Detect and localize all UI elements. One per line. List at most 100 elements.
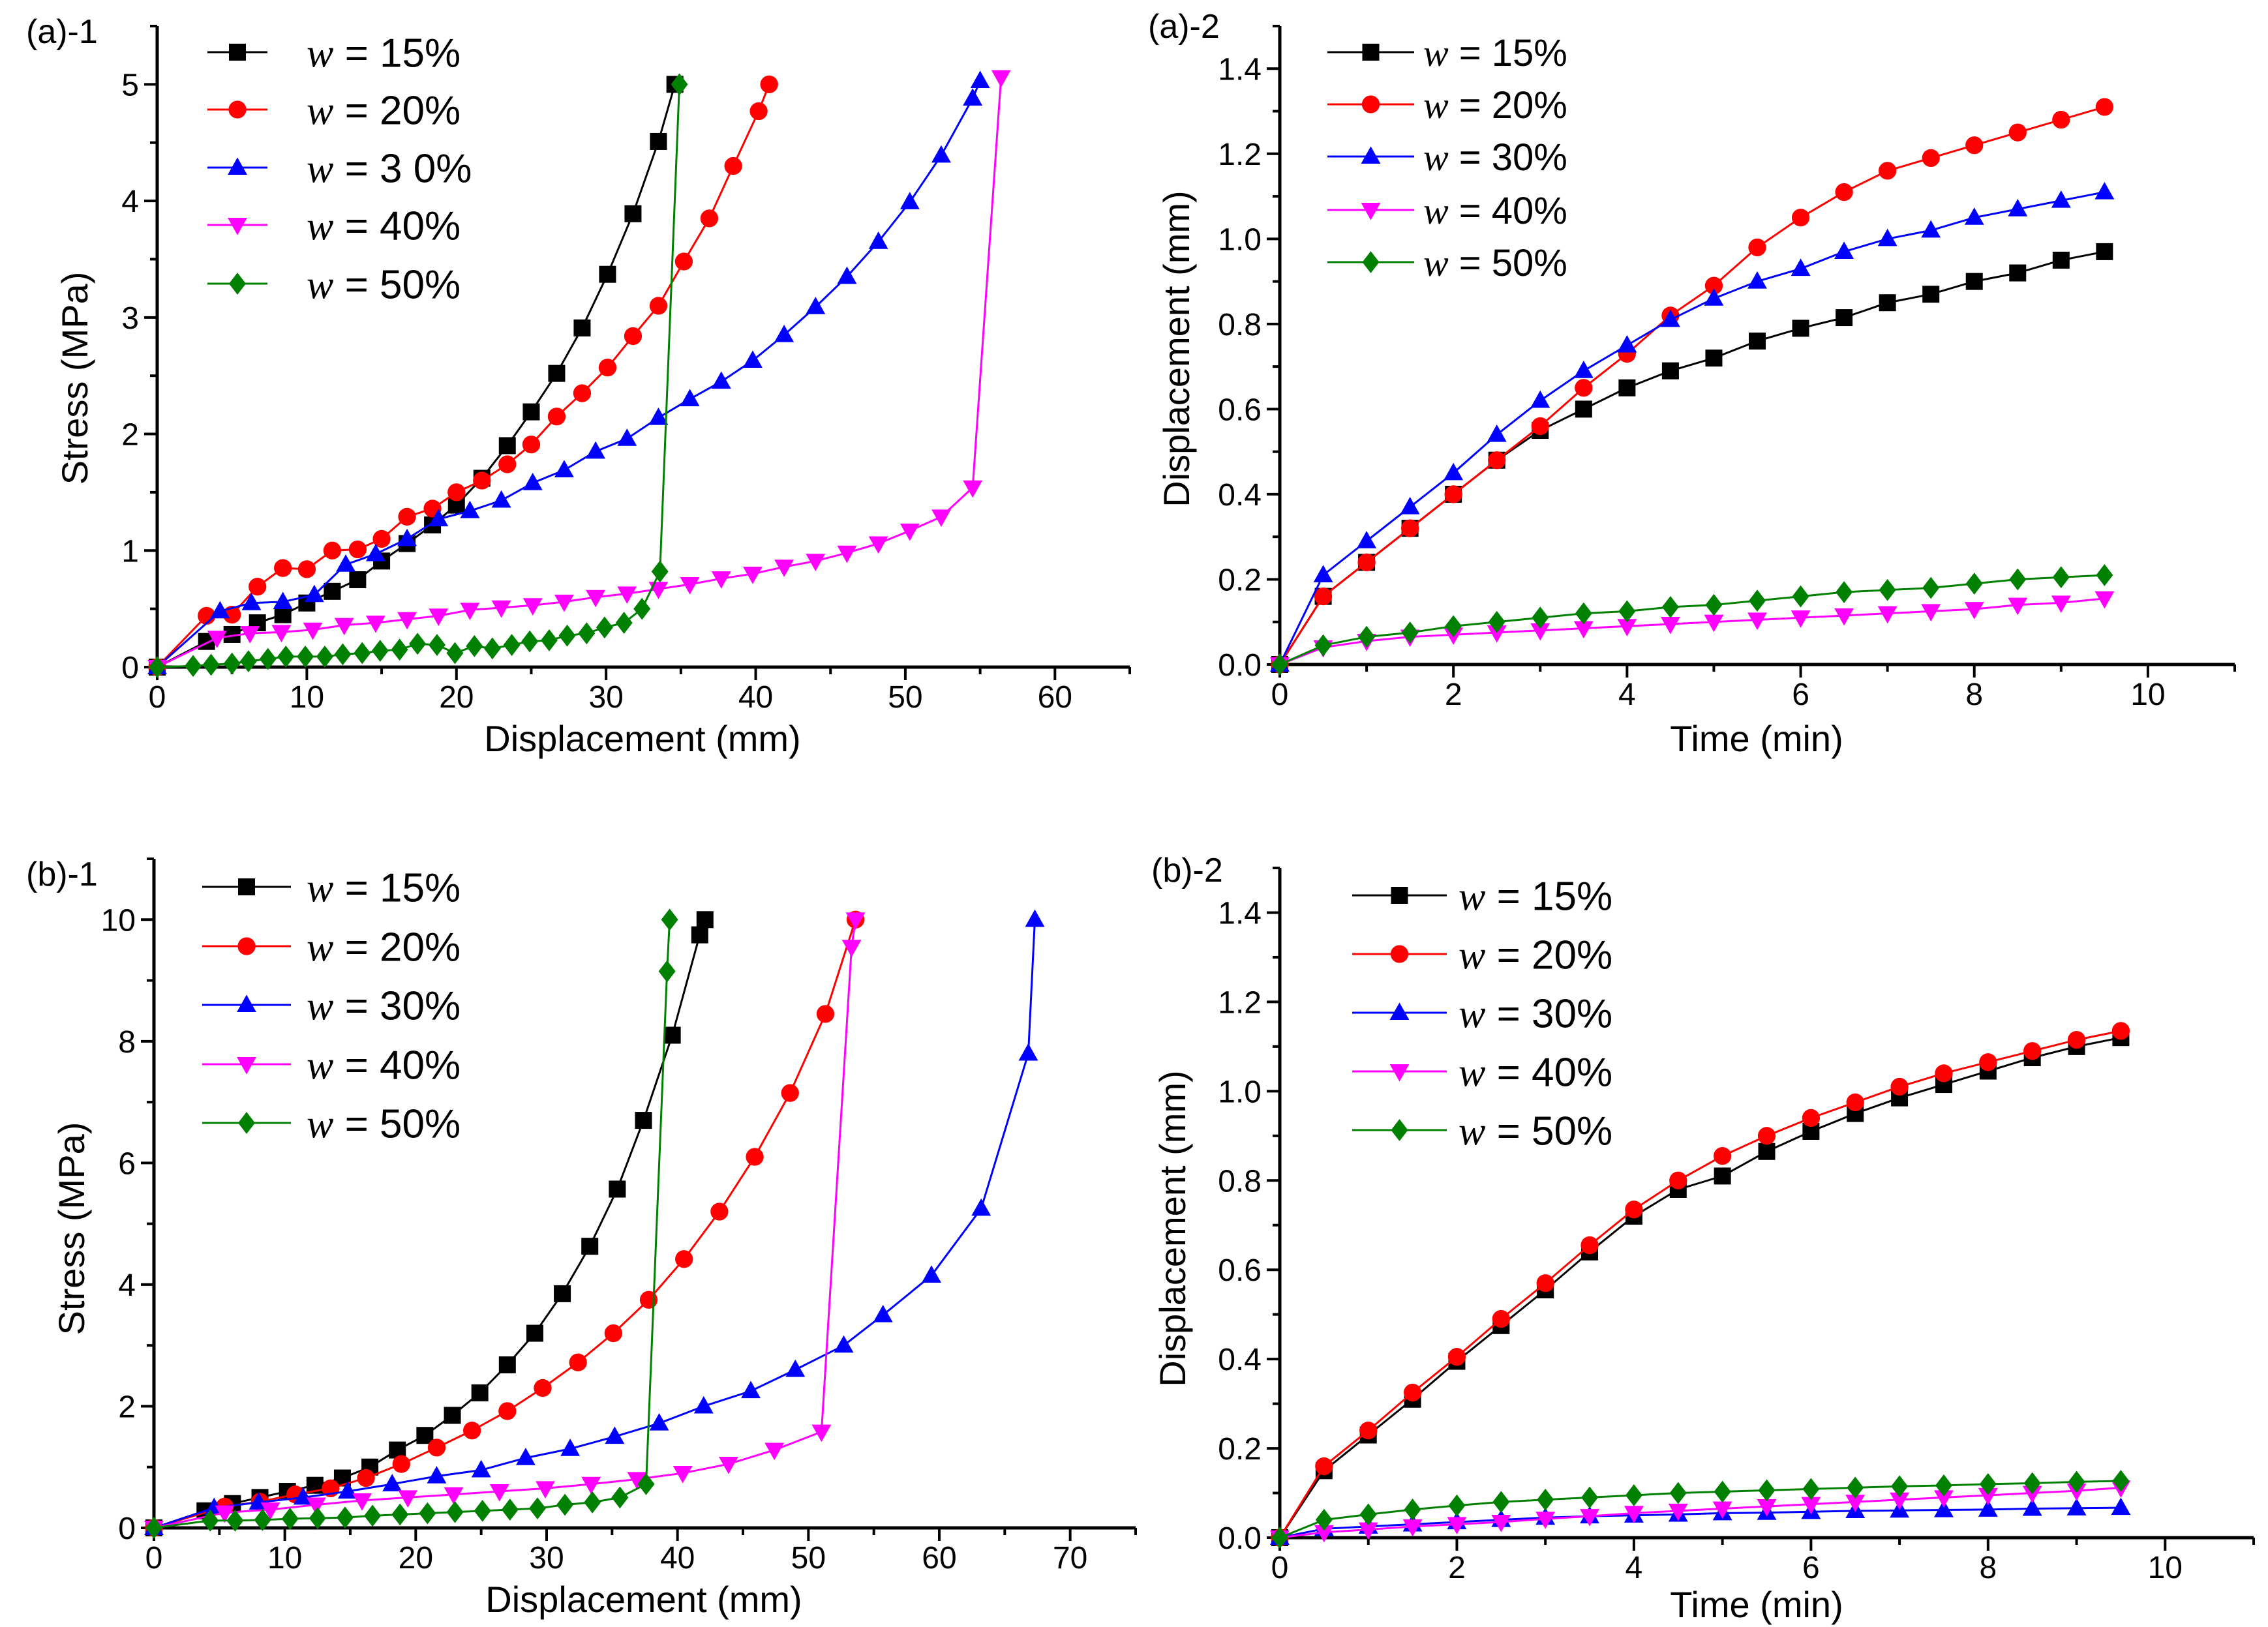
y-tick-label: 0.8 (1218, 1164, 1262, 1199)
data-point (2051, 595, 2071, 613)
data-point (397, 612, 417, 630)
x-tick-label: 2 (1445, 678, 1462, 712)
data-point (1835, 183, 1853, 202)
legend-entry: w = 40% (202, 1043, 461, 1088)
data-point (673, 1466, 693, 1484)
series-line (157, 84, 681, 668)
data-point (573, 384, 592, 402)
data-point (1530, 390, 1550, 408)
x-tick-label: 10 (2130, 678, 2165, 712)
data-point (1402, 1519, 1423, 1537)
data-point (471, 1384, 489, 1401)
data-point (391, 1503, 409, 1526)
data-point (398, 507, 416, 526)
data-point (354, 642, 371, 664)
data-point (1400, 519, 1419, 537)
data-point (596, 616, 613, 639)
data-point (1359, 1503, 1377, 1526)
data-point (578, 622, 596, 645)
data-point (1934, 1499, 1954, 1517)
legend-marker (1361, 146, 1381, 164)
data-point (615, 612, 633, 634)
data-point (1714, 1480, 1731, 1503)
data-point (260, 1502, 280, 1520)
data-point (522, 435, 541, 454)
data-point (365, 544, 386, 561)
data-point (811, 1424, 832, 1442)
data-point (971, 1198, 991, 1216)
legend-label-variable: w (1459, 933, 1485, 978)
data-point (554, 1285, 571, 1302)
data-point (1530, 623, 1550, 641)
data-point (700, 209, 719, 228)
data-point (1791, 209, 1810, 227)
data-point (1836, 309, 1853, 327)
data-point (637, 1472, 655, 1495)
data-point (1400, 496, 1420, 515)
data-point (2009, 264, 2027, 282)
x-tick-label: 4 (1625, 1551, 1643, 1585)
data-point (304, 584, 324, 603)
data-point (1713, 1146, 1732, 1165)
data-point (649, 297, 668, 315)
data-point (372, 530, 391, 548)
data-point (841, 940, 862, 957)
data-point (1965, 573, 1983, 595)
data-point (1575, 602, 1592, 625)
data-point (1025, 909, 1045, 927)
data-point (931, 509, 951, 528)
data-point (1890, 1492, 1910, 1510)
y-axis-label: Stress (MPa) (54, 272, 95, 485)
data-point (1444, 485, 1462, 503)
data-point (1792, 585, 1809, 608)
data-point (2023, 1042, 2042, 1060)
data-point (781, 1084, 799, 1102)
data-point (323, 541, 342, 560)
legend-entry: w = 3 0% (207, 146, 472, 191)
data-point (1879, 578, 1896, 601)
data-point (724, 157, 742, 175)
x-tick-label: 8 (1979, 1551, 1997, 1585)
x-tick-label: 30 (588, 680, 623, 715)
data-point (2023, 1472, 2041, 1495)
data-point (1757, 1127, 1776, 1145)
legend-marker (228, 157, 247, 175)
series-line (1278, 106, 2105, 665)
data-point (1846, 1093, 1864, 1112)
data-point (586, 590, 606, 608)
data-point (2094, 591, 2115, 609)
data-point (651, 560, 669, 583)
data-point (1447, 1517, 1467, 1535)
data-point (991, 70, 1011, 88)
data-point (586, 441, 606, 459)
data-point (2094, 181, 2115, 200)
legend-label-value: = 40% (333, 203, 461, 248)
data-point (1492, 1491, 1510, 1514)
legend-label-variable: w (307, 984, 333, 1028)
data-point (1359, 1422, 1378, 1440)
legend-label-value: = 15% (333, 865, 461, 910)
chart-panel-4: 0 2 4 6 8 10 0.0 0.2 0.4 0.6 0.8 1.0 1.2 1.4 (b)-2 Time… (1151, 852, 2255, 1625)
x-tick-label: 40 (660, 1541, 695, 1575)
data-point (2052, 110, 2070, 129)
data-point (1922, 149, 1940, 167)
data-point (837, 266, 857, 284)
data-point (1890, 1077, 1909, 1096)
legend-label-value: = 40% (1449, 190, 1567, 232)
legend-label: w = 15% (1423, 32, 1567, 74)
x-tick-label: 50 (791, 1541, 826, 1575)
legend-marker (1389, 1002, 1410, 1021)
data-point (293, 1487, 313, 1505)
legend-label-value: = 50% (1485, 1109, 1612, 1154)
chart-panel-1: 0 10 20 30 40 50 60 0 1 2 3 4 5 (a)-1 Displacement (mm… (26, 13, 1131, 759)
data-point (1271, 1527, 1288, 1549)
series-20-pct (1271, 1022, 2130, 1547)
data-point (489, 1484, 509, 1502)
series-50-pct (1271, 1470, 2130, 1549)
legend-label-variable: w (307, 31, 333, 76)
data-point (215, 1505, 235, 1523)
y-tick-label: 6 (118, 1146, 136, 1181)
data-point (1445, 615, 1462, 638)
y-tick-label: 1.4 (1218, 896, 1262, 931)
data-point (1314, 634, 1332, 657)
